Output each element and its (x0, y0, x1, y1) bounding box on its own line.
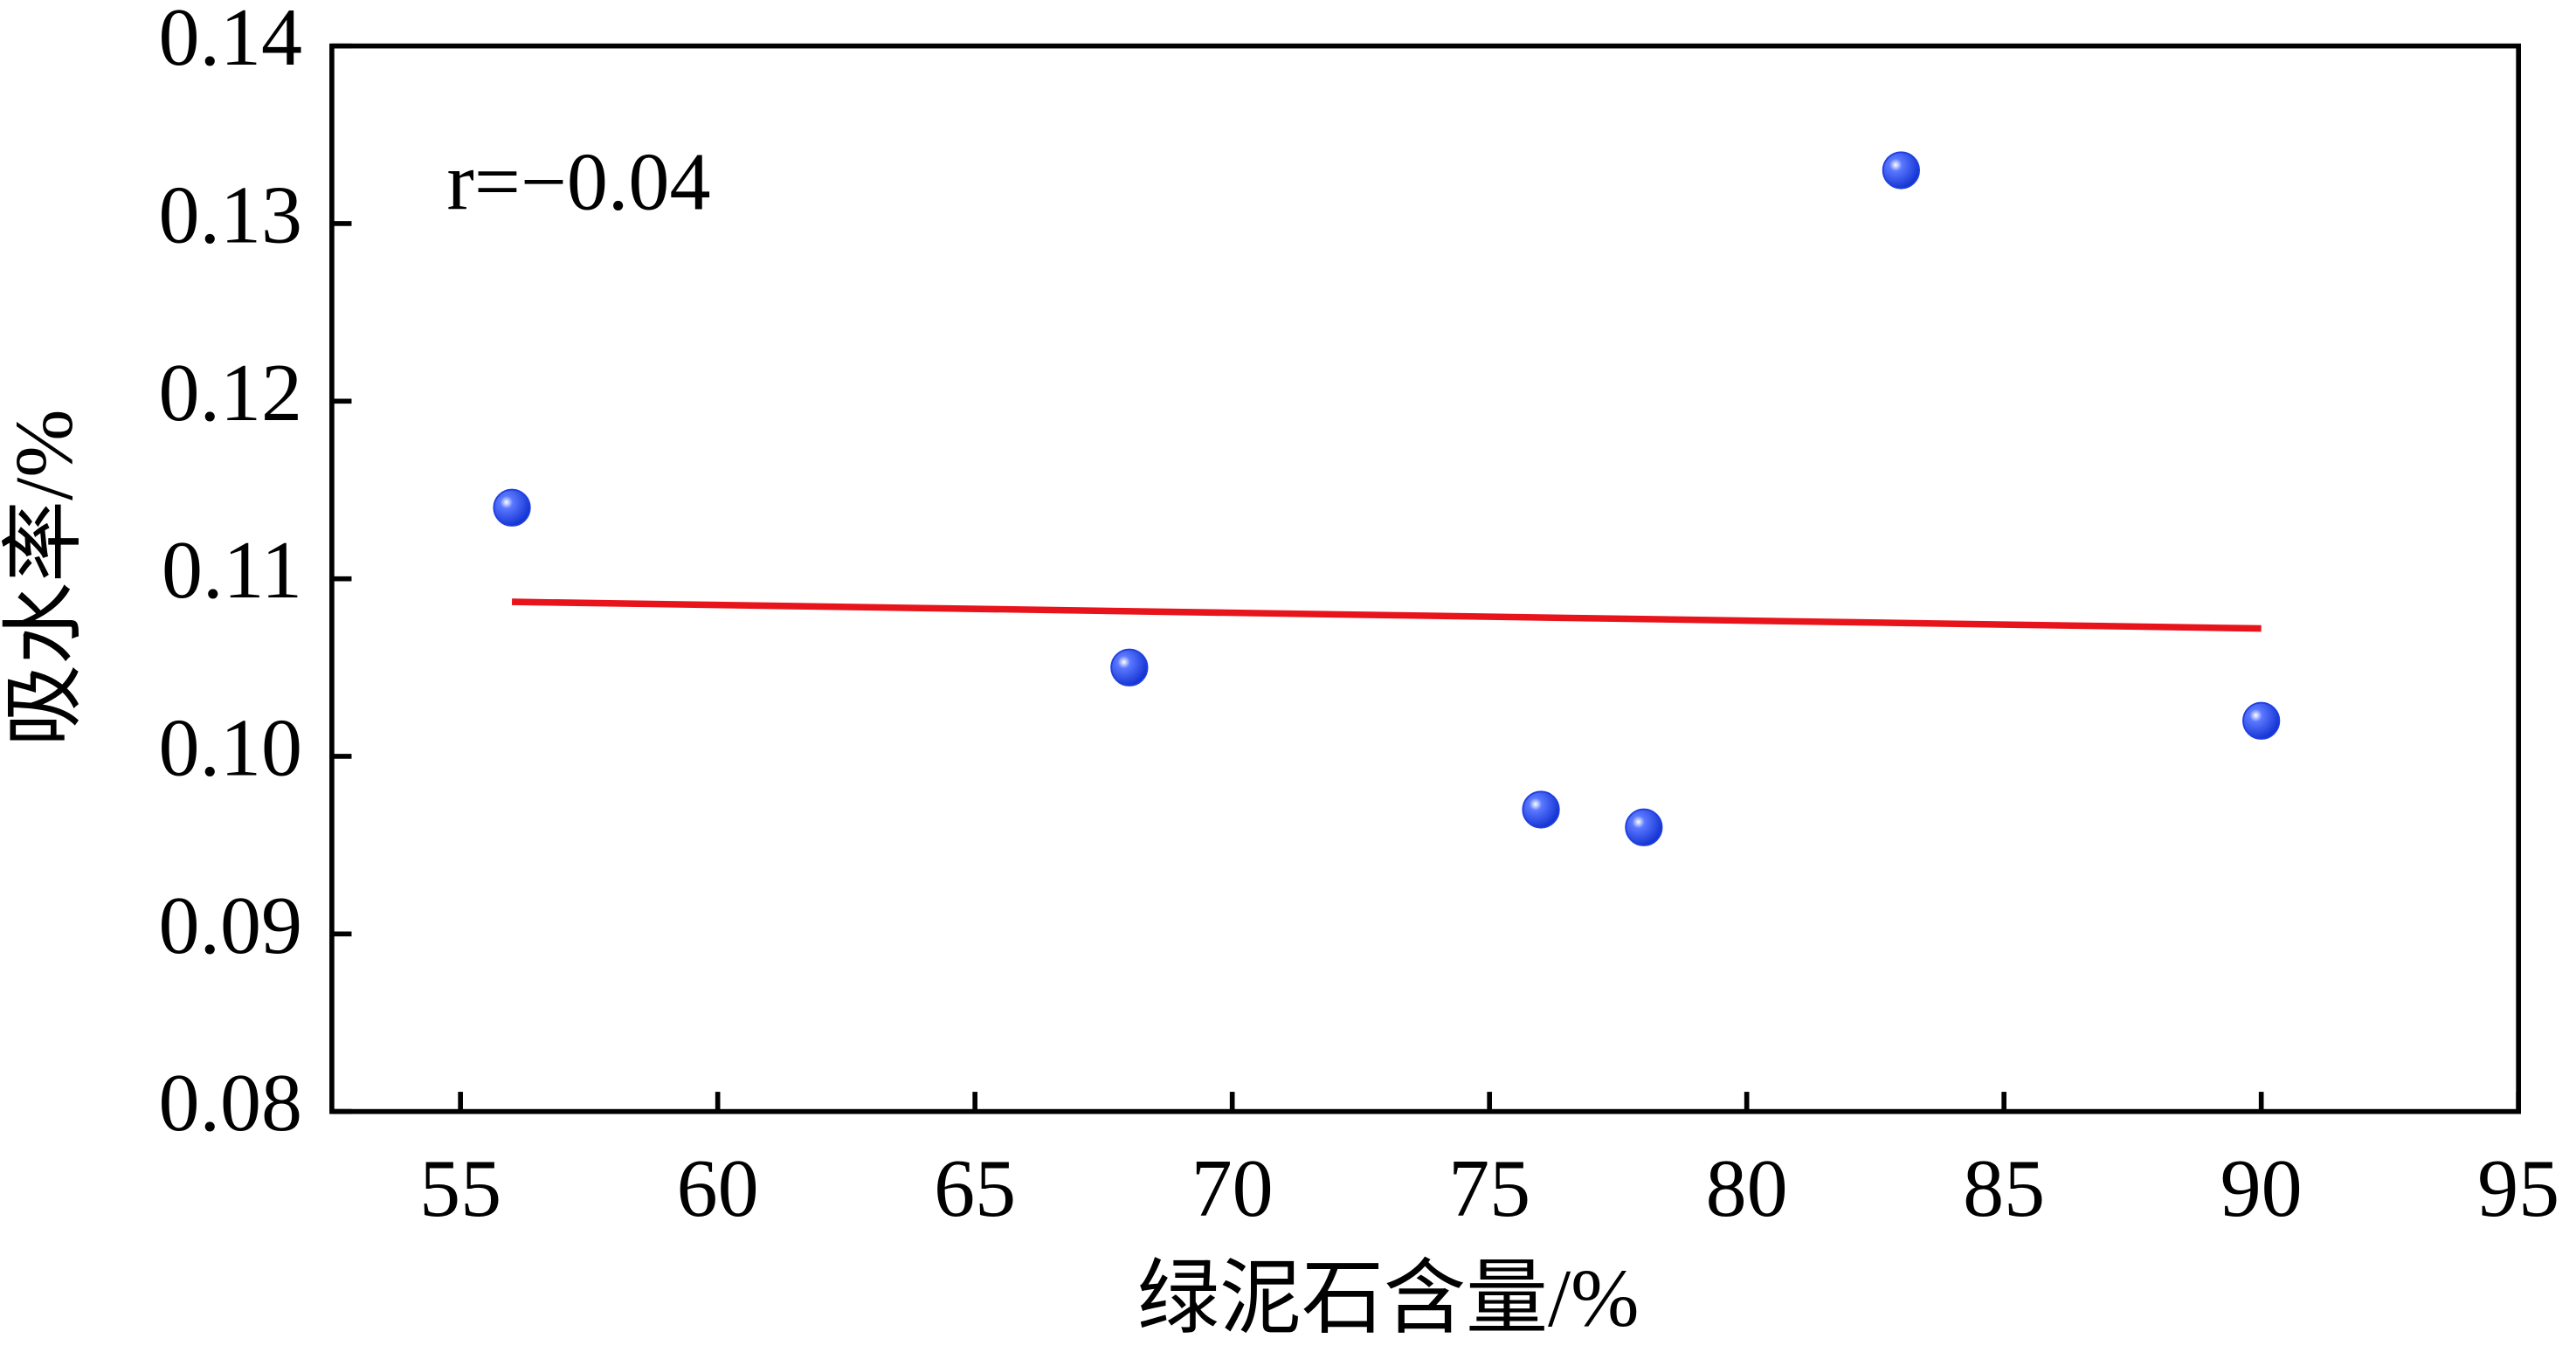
y-tick-label: 0.14 (159, 0, 303, 83)
y-axis-label: 吸水率/% (0, 410, 90, 747)
y-tick-label: 0.12 (159, 348, 303, 438)
y-tick-label: 0.08 (159, 1058, 303, 1149)
point (2242, 701, 2281, 740)
x-tick-label: 55 (419, 1143, 501, 1234)
x-tick-label: 85 (1963, 1143, 2045, 1234)
x-tick-label: 65 (934, 1143, 1016, 1234)
point (1110, 648, 1149, 686)
y-tick-label: 0.11 (162, 525, 302, 616)
y-tick-label: 0.09 (159, 880, 303, 971)
y-tick-label: 0.10 (159, 703, 303, 794)
point (1625, 808, 1663, 846)
x-tick-label: 75 (1448, 1143, 1530, 1234)
fit-line (512, 598, 2262, 632)
plot-frame (329, 43, 2521, 1114)
x-tick-label: 90 (2220, 1143, 2303, 1234)
annotation: r=−0.04 (447, 137, 711, 228)
x-tick-label: 60 (677, 1143, 759, 1234)
x-tick-label: 95 (2477, 1143, 2559, 1234)
point (493, 488, 531, 527)
x-tick-label: 80 (1706, 1143, 1788, 1234)
x-axis-label: 绿泥石含量/% (1137, 1253, 1640, 1344)
y-tick-label: 0.13 (159, 170, 303, 261)
point (1882, 151, 1920, 190)
point (1522, 790, 1560, 829)
x-tick-label: 70 (1191, 1143, 1274, 1234)
